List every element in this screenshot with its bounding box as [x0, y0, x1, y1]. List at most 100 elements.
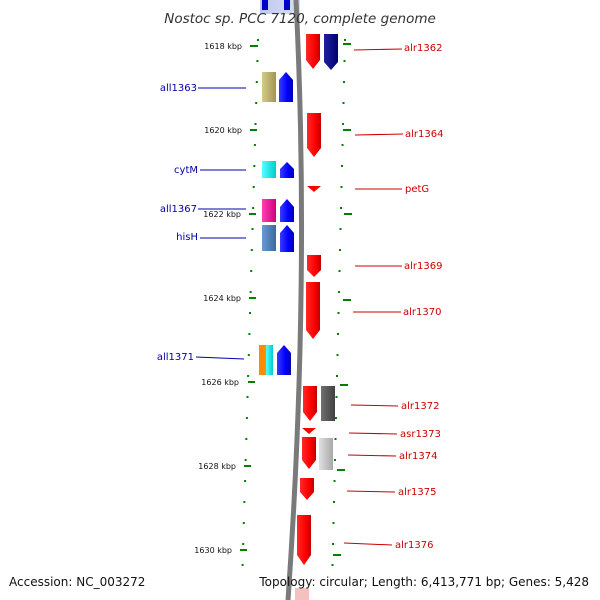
tick-dot	[337, 312, 340, 314]
forward-strand-genes	[297, 34, 338, 565]
gene-label-alr1364[interactable]: alr1364	[405, 129, 443, 140]
tick-dot	[255, 81, 258, 83]
major-ticks: 1618 kbp 1620 kbp 1622 kbp 1624 kbp 1626…	[194, 42, 352, 556]
gene-all1367-block[interactable]	[262, 199, 276, 222]
leader-line	[353, 48, 403, 51]
tick-dot	[245, 438, 248, 440]
leader-line	[350, 404, 399, 407]
left-tick-dots	[241, 39, 259, 566]
tick-dot	[331, 564, 334, 566]
bottom-region-bar	[295, 588, 309, 600]
gene-alr1376[interactable]	[297, 515, 311, 565]
gene-label-alr1372[interactable]: alr1372	[401, 401, 439, 412]
top-blue-block	[284, 0, 290, 10]
accession-text: Accession: NC_003272	[9, 575, 145, 589]
tick-dot	[339, 228, 342, 230]
gene-all1367[interactable]	[280, 199, 294, 222]
gene-alr1369[interactable]	[307, 255, 321, 277]
gene-all1371[interactable]	[277, 345, 291, 375]
gene-label-hisH[interactable]: hisH	[176, 232, 198, 243]
gene-label-alr1369[interactable]: alr1369	[404, 261, 442, 272]
leader-line	[343, 542, 393, 546]
tick-dot	[341, 165, 343, 167]
leader-line	[348, 432, 398, 435]
right-gene-labels: alr1362 alr1364 petG alr1369 alr1370 alr…	[343, 43, 443, 551]
gene-alr1374-neighbor[interactable]	[319, 438, 333, 470]
gene-alr1362[interactable]	[306, 34, 320, 69]
tick-dot	[256, 60, 259, 62]
gene-label-alr1375[interactable]: alr1375	[398, 487, 436, 498]
gene-label-all1363[interactable]: all1363	[160, 83, 197, 94]
top-blue-block	[262, 0, 268, 10]
gene-alr1364[interactable]	[307, 113, 321, 157]
gene-asr1373[interactable]	[302, 428, 316, 434]
tick-dot	[257, 39, 259, 41]
gene-all1371-orange[interactable]	[259, 345, 266, 375]
tick-dot	[255, 102, 258, 104]
gene-cytM[interactable]	[280, 162, 294, 178]
tick-dot	[244, 459, 247, 461]
gene-all1363[interactable]	[279, 72, 293, 102]
reverse-strand-genes	[259, 72, 294, 375]
gene-label-alr1376[interactable]: alr1376	[395, 540, 433, 551]
gene-alr1372[interactable]	[303, 386, 317, 421]
gene-alr1362-neighbor[interactable]	[324, 34, 338, 70]
gene-cytM-block[interactable]	[262, 161, 276, 178]
tick-dot	[253, 144, 256, 146]
leader-line	[195, 356, 245, 360]
gene-alr1374[interactable]	[302, 437, 316, 469]
gene-label-all1367[interactable]: all1367	[160, 204, 197, 215]
gene-alr1372-neighbor[interactable]	[321, 386, 335, 421]
tick-dot	[340, 207, 342, 209]
tick-label: 1622 kbp	[203, 210, 241, 219]
tick-dot	[244, 480, 247, 482]
tick-dot	[344, 39, 346, 41]
gene-hisH[interactable]	[280, 225, 294, 252]
tick-dot	[342, 102, 345, 104]
leader-line	[354, 133, 404, 136]
tick-dot	[241, 564, 244, 566]
tick-dot	[336, 354, 339, 356]
gene-label-alr1362[interactable]: alr1362	[404, 43, 442, 54]
tick-dot	[250, 249, 253, 251]
map-title: Nostoc sp. PCC 7120, complete genome	[164, 11, 436, 27]
gene-alr1375[interactable]	[300, 478, 314, 500]
tick-dot	[343, 81, 345, 83]
tick-dot	[251, 228, 254, 230]
gene-alr1370[interactable]	[306, 282, 320, 339]
tick-dot	[332, 543, 334, 545]
tick-dot	[248, 333, 251, 335]
gene-label-petG[interactable]: petG	[405, 184, 429, 195]
tick-dot	[254, 123, 257, 125]
topology-text: Topology: circular; Length: 6,413,771 bp…	[258, 575, 589, 589]
tick-dot	[246, 396, 249, 398]
tick-dot	[339, 249, 341, 251]
tick-dot	[338, 291, 340, 293]
tick-dot	[335, 417, 337, 419]
gene-label-asr1373[interactable]: asr1373	[400, 429, 441, 440]
tick-dot	[252, 186, 255, 188]
tick-dot	[249, 291, 252, 293]
tick-dot	[242, 543, 245, 545]
leader-line	[347, 454, 397, 457]
leader-line	[346, 490, 396, 493]
gene-all1363-block[interactable]	[262, 72, 276, 102]
right-tick-dots	[331, 39, 346, 566]
tick-dot	[335, 396, 338, 398]
tick-label: 1620 kbp	[204, 126, 242, 135]
gene-label-all1371[interactable]: all1371	[157, 352, 194, 363]
tick-dot	[337, 333, 339, 335]
gene-label-cytM[interactable]: cytM	[174, 165, 198, 176]
gene-all1371-cyan[interactable]	[266, 345, 273, 375]
gene-label-alr1374[interactable]: alr1374	[399, 451, 437, 462]
gene-hisH-block[interactable]	[262, 225, 276, 251]
tick-dot	[247, 354, 250, 356]
tick-label: 1624 kbp	[203, 294, 241, 303]
tick-dot	[338, 270, 341, 272]
tick-dot	[343, 60, 346, 62]
tick-dot	[342, 123, 344, 125]
tick-dot	[334, 438, 337, 440]
gene-petG[interactable]	[307, 186, 321, 192]
gene-label-alr1370[interactable]: alr1370	[403, 307, 441, 318]
